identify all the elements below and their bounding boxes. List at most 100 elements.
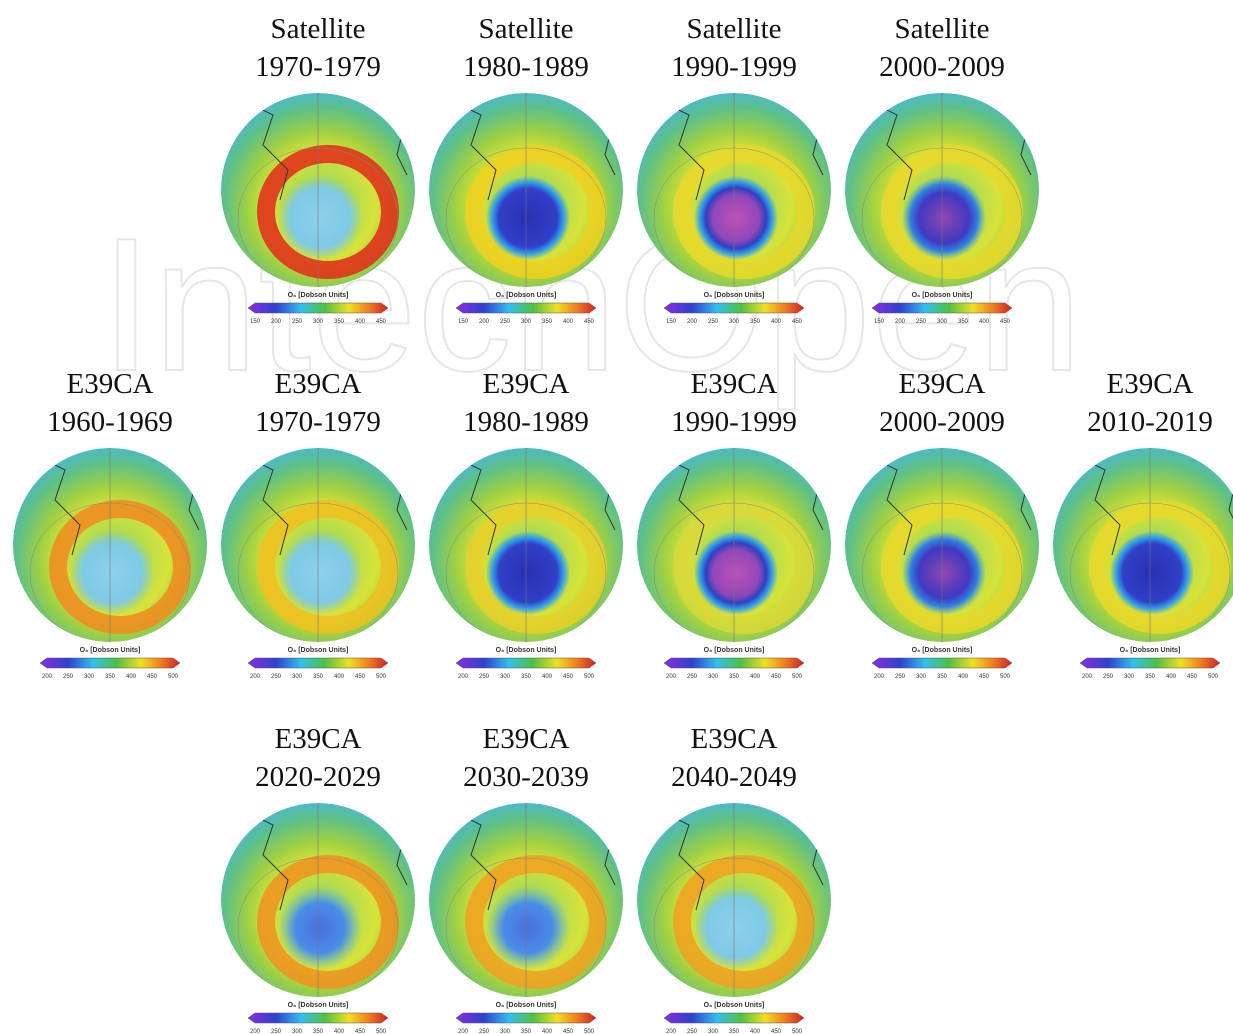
panel-period: 2020-2029: [255, 761, 381, 793]
globe: [221, 448, 415, 642]
colorbar-tick: 200: [479, 319, 490, 325]
colorbar-tick: 200: [250, 1029, 261, 1034]
colorbar-tick: 400: [334, 1029, 345, 1034]
colorbar-label: O₃ [Dobson Units]: [912, 647, 973, 654]
ozone-hole: [902, 176, 986, 260]
parallel: [29, 502, 191, 642]
colorbar-tick: 300: [708, 1029, 719, 1034]
colorbar-tick: 200: [458, 674, 469, 680]
colorbar-tick: 250: [708, 319, 719, 325]
ozone-ring: [49, 500, 191, 634]
colorbar-tick: 350: [542, 319, 553, 325]
colorbar-tick: 400: [563, 319, 574, 325]
colorbar-tick: 400: [958, 674, 969, 680]
colorbar-tick: 450: [1000, 319, 1011, 325]
parallel: [653, 857, 815, 997]
ozone-ring: [465, 145, 607, 279]
panel-source: Satellite: [478, 13, 573, 45]
colorbar-tick: 250: [479, 1029, 490, 1034]
panel: E39CA 1970-1979 O₃ [Dobson Units] 200 250 300…: [221, 368, 415, 680]
colorbar-tick: 250: [292, 319, 303, 325]
panel: Satellite 1970-1979 O₃ [Dobson Units] 150 20…: [221, 13, 415, 325]
panel-period: 1980-1989: [463, 406, 589, 438]
colorbar-tick: 400: [126, 674, 137, 680]
colorbar-tick: 300: [916, 674, 927, 680]
panel-source: E39CA: [483, 368, 570, 400]
colorbar-tick: 250: [271, 674, 282, 680]
panel-period: 2000-2009: [879, 51, 1005, 83]
panel: E39CA 2040-2049 O₃ [Dobson Units] 200 250 300…: [637, 723, 831, 1034]
ozone-ring: [465, 855, 607, 989]
colorbar-tick: 200: [874, 674, 885, 680]
ozone-hole: [278, 531, 362, 615]
colorbar-tick: 450: [147, 674, 158, 680]
panel-source: E39CA: [691, 723, 778, 755]
globe: [429, 93, 623, 287]
colorbar-tick: 450: [584, 319, 595, 325]
colorbar-tick: 150: [874, 319, 885, 325]
colorbar-label: O₃ [Dobson Units]: [704, 1002, 765, 1009]
panel: E39CA 2020-2029 O₃ [Dobson Units] 200 250 300…: [221, 723, 415, 1034]
colorbar-tick: 500: [792, 1029, 803, 1034]
colorbar-tick: 200: [666, 674, 677, 680]
panel-period: 2000-2009: [879, 406, 1005, 438]
colorbar-tick: 250: [895, 674, 906, 680]
ozone-hole: [486, 176, 570, 260]
panel-source: E39CA: [1107, 368, 1194, 400]
colorbar-tick: 300: [708, 674, 719, 680]
colorbar-tick: 350: [729, 1029, 740, 1034]
parallel: [237, 857, 399, 997]
parallel: [445, 857, 607, 997]
colorbar-tick: 200: [895, 319, 906, 325]
ozone-hole: [902, 531, 986, 615]
colorbar-label: O₃ [Dobson Units]: [288, 1002, 349, 1009]
ozone-ring: [673, 855, 815, 989]
colorbar-tick: 450: [771, 674, 782, 680]
ozone-hole: [1110, 531, 1194, 615]
parallel: [653, 147, 815, 287]
colorbar-tick: 450: [376, 319, 387, 325]
colorbar-tick: 300: [292, 1029, 303, 1034]
colorbar-label: O₃ [Dobson Units]: [704, 647, 765, 654]
colorbar-tick: 400: [750, 1029, 761, 1034]
panel-period: 1990-1999: [671, 51, 797, 83]
colorbar-tick: 500: [1208, 674, 1219, 680]
globe: [221, 93, 415, 287]
colorbar-tick: 350: [334, 319, 345, 325]
panel: E39CA 1980-1989 O₃ [Dobson Units] 200 250 300…: [429, 368, 623, 680]
colorbar-tick: 200: [458, 1029, 469, 1034]
colorbar-tick: 400: [750, 674, 761, 680]
parallel: [237, 147, 399, 287]
colorbar-tick: 350: [105, 674, 116, 680]
colorbar-tick: 400: [1166, 674, 1177, 680]
colorbar-tick: 250: [687, 1029, 698, 1034]
colorbar-label: O₃ [Dobson Units]: [496, 647, 557, 654]
ozone-hole: [694, 531, 778, 615]
panel-source: E39CA: [67, 368, 154, 400]
panel-period: 2040-2049: [671, 761, 797, 793]
colorbar-tick: 200: [687, 319, 698, 325]
panel-period: 2030-2039: [463, 761, 589, 793]
panel: Satellite 1980-1989 O₃ [Dobson Units] 150 20…: [429, 13, 623, 325]
panel-period: 2010-2019: [1087, 406, 1213, 438]
colorbar-tick: 350: [729, 674, 740, 680]
colorbar-tick: 500: [792, 674, 803, 680]
panel-source: E39CA: [275, 368, 362, 400]
ozone-hole: [486, 531, 570, 615]
parallel: [861, 147, 1023, 287]
colorbar-tick: 250: [500, 319, 511, 325]
colorbar: [663, 1012, 805, 1024]
parallel: [445, 147, 607, 287]
colorbar-label: O₃ [Dobson Units]: [704, 292, 765, 299]
colorbar-tick: 400: [979, 319, 990, 325]
panel-period: 1990-1999: [671, 406, 797, 438]
ozone-ring: [881, 145, 1023, 279]
colorbar-tick: 300: [313, 319, 324, 325]
colorbar-tick: 450: [1187, 674, 1198, 680]
ozone-ring: [881, 500, 1023, 634]
colorbar-tick: 350: [313, 674, 324, 680]
colorbar-tick: 200: [42, 674, 53, 680]
panel-period: 1970-1979: [255, 406, 381, 438]
colorbar: [871, 302, 1013, 314]
